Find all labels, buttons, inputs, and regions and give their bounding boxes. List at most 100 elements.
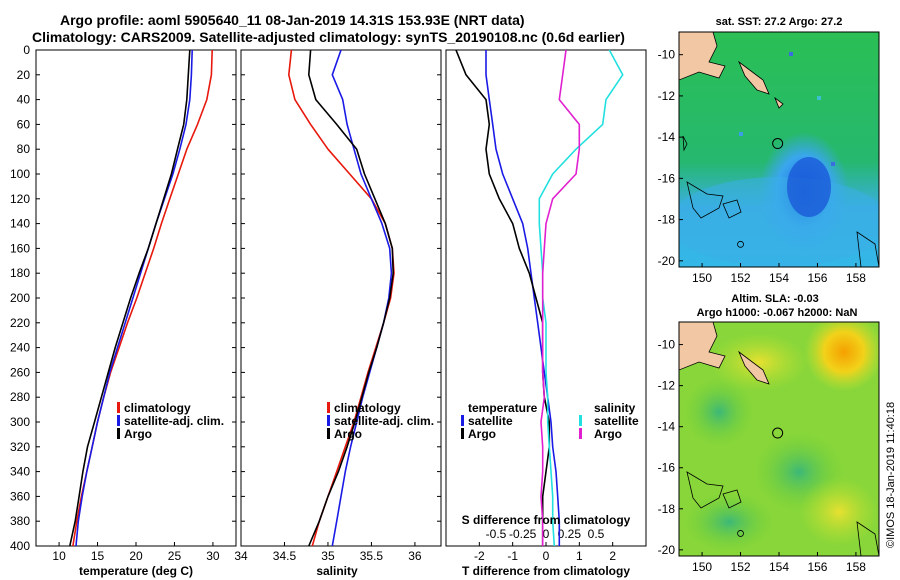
lon-tick-label: 150 <box>692 271 712 285</box>
legend-s-argo: Argo <box>594 427 622 441</box>
depth-tick-label: 340 <box>10 465 30 479</box>
depth-tick-label: 240 <box>10 341 30 355</box>
x-tick-label: 35.5 <box>360 549 384 563</box>
secondary-location-marker <box>737 530 744 537</box>
depth-tick-label: 40 <box>17 93 31 107</box>
lon-tick-label: 154 <box>769 560 789 574</box>
s-difference-label: S difference from climatology <box>462 513 631 527</box>
x-tick-label: 35 <box>321 549 335 563</box>
series-line-t-argo <box>455 49 551 546</box>
header-line-1: Argo profile: aoml 5905640_11 08-Jan-201… <box>60 12 525 28</box>
salinity-series <box>287 49 395 547</box>
difference-panel: -2 -1 0 1 2 -0.5 -0.25 0 0.25 0.5 temperature sa… <box>445 49 647 578</box>
series-line-s-argo <box>540 49 581 546</box>
x-tick-label: 15 <box>91 549 105 563</box>
difference-legend-salinity: salinity satellite Argo <box>579 401 639 441</box>
temperature-axis: 10 15 20 25 30 <box>36 49 236 563</box>
depth-tick-label: 280 <box>10 390 30 404</box>
x-tick-label: 36 <box>408 549 422 563</box>
legend-swatch-argo <box>327 428 330 439</box>
legend-argo: Argo <box>334 427 362 441</box>
temperature-legend: climatology satellite-adj. clim. Argo <box>117 401 224 441</box>
legend-swatch-satellite <box>117 415 120 426</box>
depth-tick-label: 360 <box>10 489 30 503</box>
x-tick-label: 1 <box>576 549 583 563</box>
legend-swatch-climatology <box>117 402 120 413</box>
sst-map: sat. SST: 27.2 Argo: 27.2 150 152 154 156 15… <box>658 16 880 285</box>
difference-series <box>455 49 624 547</box>
sla-map: Altim. SLA: -0.03 Argo h1000: -0.067 h20… <box>658 293 880 574</box>
salinity-legend: climatology satellite-adj. clim. Argo <box>327 401 434 441</box>
series-line-satellite-adj-clim- <box>75 49 193 547</box>
sla-map-title: Altim. SLA: -0.03 <box>731 293 818 305</box>
argo-location-marker <box>772 138 784 150</box>
depth-tick-label: 0 <box>23 43 30 57</box>
legend-s-satellite: satellite <box>594 414 639 428</box>
sla-map-subtitle: Argo h1000: -0.067 h2000: NaN <box>697 307 858 319</box>
depth-tick-label: 20 <box>17 68 31 82</box>
depth-axis: 0 20 40 60 80 100 120 140 160 180 200 220 240 260 280 3… <box>10 43 30 553</box>
legend-swatch-t-satellite <box>461 415 464 426</box>
x-tick-label: 34 <box>234 549 248 563</box>
difference-legend-temperature: temperature satellite Argo <box>461 401 538 441</box>
salinity-xlabel: salinity <box>316 564 358 578</box>
lon-tick-label: 154 <box>769 271 789 285</box>
x-tick-label: -1 <box>507 549 518 563</box>
depth-tick-label: 160 <box>10 241 30 255</box>
temperature-xlabel: temperature (deg C) <box>79 564 193 578</box>
lon-tick-label: 158 <box>846 271 866 285</box>
depth-tick-label: 260 <box>10 365 30 379</box>
lon-tick-label: 156 <box>807 271 827 285</box>
s-diff-tick-label: -0.25 <box>509 527 537 541</box>
sst-map-title: sat. SST: 27.2 Argo: 27.2 <box>716 16 843 28</box>
depth-tick-label: 200 <box>10 291 30 305</box>
sst-latitude-axis: -10 -12 -14 -16 -18 -20 <box>658 48 683 268</box>
legend-climatology: climatology <box>124 401 191 415</box>
depth-tick-label: 220 <box>10 316 30 330</box>
legend-satellite-adj: satellite-adj. clim. <box>334 414 434 428</box>
lon-tick-label: 152 <box>731 271 751 285</box>
lat-tick-label: -20 <box>658 543 676 557</box>
legend-temperature-title: temperature <box>468 401 538 415</box>
x-tick-label: 0 <box>543 549 550 563</box>
s-diff-tick-label: -0.5 <box>486 527 507 541</box>
x-tick-label: 2 <box>609 549 616 563</box>
legend-t-argo: Argo <box>468 427 496 441</box>
series-line-climatology <box>287 49 395 547</box>
depth-tick-label: 140 <box>10 217 30 231</box>
legend-satellite-adj: satellite-adj. clim. <box>124 414 224 428</box>
lat-tick-label: -16 <box>658 171 676 185</box>
sst-longitude-axis: 150 152 154 156 158 <box>692 263 866 285</box>
series-line-argo <box>307 49 395 547</box>
x-tick-label: -2 <box>474 549 485 563</box>
legend-swatch-t-argo <box>461 428 464 439</box>
lat-tick-label: -20 <box>658 254 676 268</box>
lat-tick-label: -18 <box>658 502 676 516</box>
lon-tick-label: 158 <box>846 560 866 574</box>
t-difference-axis: -2 -1 0 1 2 <box>474 542 616 563</box>
temperature-panel: 0 20 40 60 80 100 120 140 160 180 200 220 240 260 280 3… <box>10 43 237 578</box>
legend-climatology: climatology <box>334 401 401 415</box>
depth-tick-label: 300 <box>10 415 30 429</box>
x-tick-label: 25 <box>168 549 182 563</box>
legend-swatch-s-argo <box>579 428 582 439</box>
depth-tick-label: 60 <box>17 117 31 131</box>
lat-tick-label: -12 <box>658 89 676 103</box>
lat-tick-label: -12 <box>658 379 676 393</box>
depth-tick-label: 320 <box>10 440 30 454</box>
lat-tick-label: -16 <box>658 461 676 475</box>
legend-salinity-title: salinity <box>594 401 636 415</box>
legend-t-satellite: satellite <box>468 414 513 428</box>
depth-tick-label: 80 <box>17 142 31 156</box>
x-tick-label: 34.5 <box>273 549 297 563</box>
x-tick-label: 10 <box>52 549 66 563</box>
depth-tick-label: 380 <box>10 514 30 528</box>
series-line-t-satellite <box>485 50 561 546</box>
legend-swatch-satellite <box>327 415 330 426</box>
s-diff-tick-label: 0 <box>543 527 550 541</box>
sla-longitude-axis: 150 152 154 156 158 <box>692 552 866 574</box>
salinity-panel: 34 34.5 35 35.5 36 climatology satellite-adj… <box>234 49 442 578</box>
legend-swatch-climatology <box>327 402 330 413</box>
series-line-satellite-adj-clim- <box>331 49 393 547</box>
s-diff-tick-label: 0.5 <box>588 527 605 541</box>
